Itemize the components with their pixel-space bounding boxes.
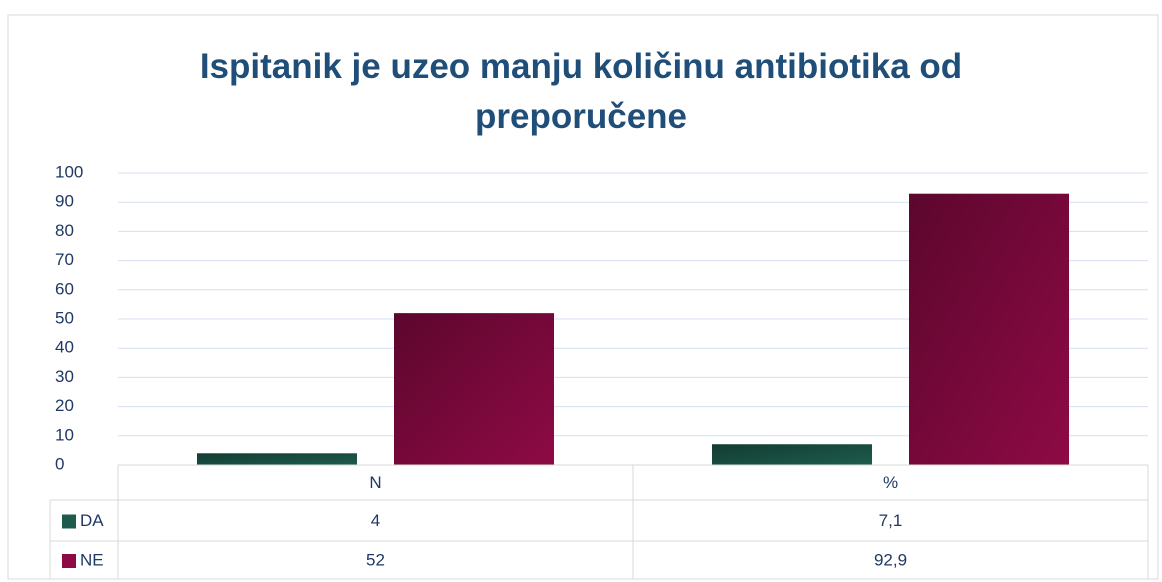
bar (394, 313, 554, 465)
x-tick-label: N (369, 473, 381, 492)
table-value: 92,9 (874, 550, 907, 569)
table-value: 52 (366, 550, 385, 569)
y-tick-label: 20 (55, 396, 74, 415)
bar (712, 444, 872, 465)
bar (197, 453, 357, 465)
x-tick-label: % (883, 473, 898, 492)
y-tick-label: 30 (55, 367, 74, 386)
legend-label: DA (80, 511, 104, 530)
y-tick-label: 0 (55, 454, 64, 473)
y-tick-label: 70 (55, 250, 74, 269)
y-tick-label: 10 (55, 425, 74, 444)
y-tick-label: 90 (55, 192, 74, 211)
legend-key (62, 554, 76, 568)
y-tick-label: 40 (55, 338, 74, 357)
chart-title: Ispitanik je uzeo manju količinu antibio… (199, 47, 963, 136)
bar (909, 193, 1069, 465)
table-value: 4 (371, 511, 380, 530)
y-tick-label: 50 (55, 308, 74, 327)
legend-label: NE (80, 550, 104, 569)
y-tick-label: 60 (55, 279, 74, 298)
y-tick-label: 100 (55, 162, 83, 181)
y-tick-label: 80 (55, 221, 74, 240)
legend-key (62, 514, 76, 529)
table-value: 7,1 (879, 511, 903, 530)
